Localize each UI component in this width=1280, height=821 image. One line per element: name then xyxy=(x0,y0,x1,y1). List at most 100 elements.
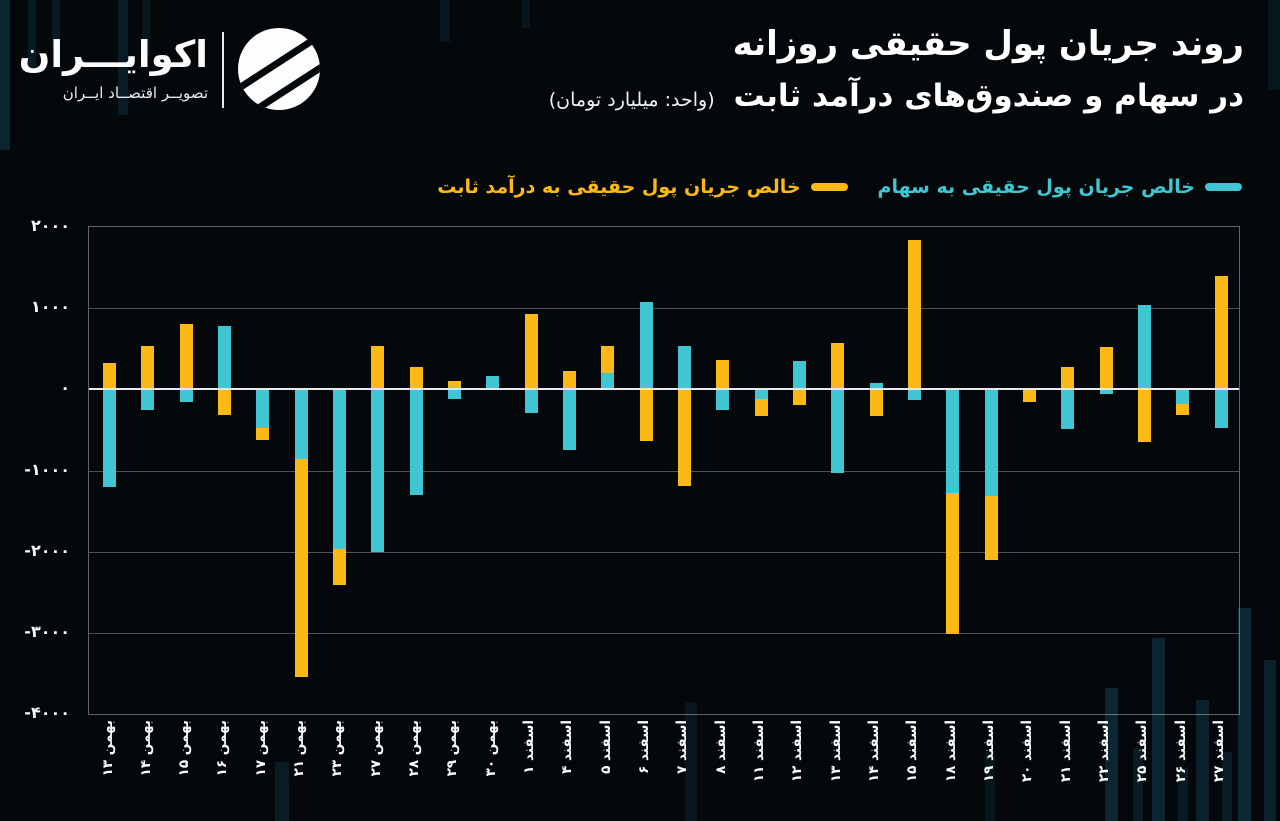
background-bar xyxy=(985,752,995,821)
chart-unit-label: (واحد: میلیارد تومان) xyxy=(548,89,715,111)
bar-stocks xyxy=(371,389,385,552)
x-axis-label: اسفند ۱۴ xyxy=(866,720,883,783)
background-bar xyxy=(142,0,150,56)
bar-fixed-income xyxy=(1214,275,1228,390)
y-axis-label: -۱۰۰۰ xyxy=(24,459,70,479)
plot-area xyxy=(88,226,1240,715)
bar-stocks xyxy=(792,360,806,390)
y-axis-label: -۲۰۰۰ xyxy=(24,540,70,560)
bar-fixed-income xyxy=(907,239,921,390)
background-bar xyxy=(0,0,10,150)
background-bar xyxy=(52,0,60,46)
x-axis-label: اسفند ۱۹ xyxy=(981,720,998,783)
gridline xyxy=(89,308,1239,310)
bar-stocks xyxy=(217,326,231,390)
chart-legend: خالص جریان پول حقیقی به سهام خالص جریان … xyxy=(142,176,1242,198)
x-axis-label: بهمن ۱۷ xyxy=(252,720,269,777)
bar-stocks xyxy=(486,376,500,390)
x-axis-label: اسفند ۲۷ xyxy=(1211,720,1227,783)
x-axis-label: بهمن ۱۵ xyxy=(176,720,193,777)
bar-stocks xyxy=(256,389,270,429)
background-bar xyxy=(275,762,289,821)
background-bar xyxy=(1238,608,1251,821)
bar-stocks xyxy=(907,389,921,400)
y-axis-label: ۲۰۰۰ xyxy=(30,216,70,235)
bar-fixed-income xyxy=(409,366,423,390)
bar-stocks xyxy=(1061,389,1075,430)
background-bar xyxy=(1178,768,1188,821)
background-bar xyxy=(1133,748,1143,821)
background-bar xyxy=(1105,688,1118,821)
bar-fixed-income xyxy=(217,389,231,416)
bar-stocks xyxy=(141,389,155,410)
x-axis-label: اسفند ۱۳ xyxy=(827,720,844,783)
bar-stocks xyxy=(831,389,845,473)
bar-stocks xyxy=(447,389,461,400)
x-axis-label: بهمن ۲۳ xyxy=(329,720,346,777)
x-axis-label: اسفند ۲۵ xyxy=(1134,720,1151,783)
x-axis-label: اسفند ۷ xyxy=(674,720,691,774)
logo-name: اکوایـــران xyxy=(18,33,208,76)
background-bar xyxy=(522,0,530,28)
y-axis-label: -۳۰۰۰ xyxy=(24,621,70,641)
bar-fixed-income xyxy=(716,360,730,390)
x-axis-label: اسفند ۱۲ xyxy=(789,720,806,783)
y-axis-label: ۰ xyxy=(60,378,70,398)
bar-stocks xyxy=(294,389,308,460)
bar-fixed-income xyxy=(1137,389,1151,443)
legend-item-stocks: خالص جریان پول حقیقی به سهام xyxy=(878,176,1242,198)
logo-tagline: تصویــر اقتصــاد ایــران xyxy=(62,84,208,102)
bar-fixed-income xyxy=(1099,347,1113,390)
bar-stocks xyxy=(677,346,691,390)
background-bar xyxy=(28,0,36,72)
bar-stocks xyxy=(1099,389,1113,395)
bar-stocks xyxy=(103,389,116,487)
bar-fixed-income xyxy=(141,345,155,390)
legend-label-stocks: خالص جریان پول حقیقی به سهام xyxy=(877,176,1195,198)
bar-fixed-income xyxy=(524,313,538,390)
bar-fixed-income xyxy=(103,363,116,390)
y-axis: ۲۰۰۰ ۱۰۰۰ ۰ -۱۰۰۰ -۲۰۰۰ -۳۰۰۰ -۴۰۰۰ xyxy=(0,0,80,821)
ecoiran-logo-icon xyxy=(238,28,320,110)
bar-fixed-income xyxy=(869,389,883,417)
x-axis-label: اسفند ۲۱ xyxy=(1057,720,1074,783)
bar-stocks xyxy=(946,389,960,494)
bar-stocks xyxy=(1176,389,1190,404)
chart-titles: روند جریان پول حقیقی روزانه در سهام و صن… xyxy=(404,18,1244,126)
bar-stocks xyxy=(524,389,538,413)
background-bar xyxy=(1222,752,1232,821)
x-axis-label: اسفند ۲۰ xyxy=(1019,720,1036,783)
bar-fixed-income xyxy=(562,371,576,390)
bar-stocks xyxy=(332,389,346,550)
bar-fixed-income xyxy=(639,389,653,442)
gridline xyxy=(89,632,1239,634)
bar-stocks xyxy=(601,373,615,390)
x-axis-label: بهمن ۳۰ xyxy=(482,720,499,777)
x-axis-label: اسفند ۲۶ xyxy=(1172,720,1189,783)
chart-title-line2: در سهام و صندوق‌های درآمد ثابت (واحد: می… xyxy=(548,78,1244,114)
x-axis-label: اسفند ۲۲ xyxy=(1096,720,1113,783)
ecoiran-logo: اکوایـــران تصویــر اقتصــاد ایــران xyxy=(18,26,320,116)
bar-fixed-income xyxy=(371,346,385,390)
bar-fixed-income xyxy=(1061,367,1075,390)
legend-dash-yellow-icon xyxy=(810,183,848,191)
bar-stocks xyxy=(984,389,998,497)
bar-fixed-income xyxy=(179,323,193,390)
bar-fixed-income xyxy=(792,389,806,405)
bar-stocks xyxy=(1214,389,1228,429)
x-axis-label: اسفند ۱ xyxy=(521,720,538,774)
background-bar xyxy=(440,0,450,42)
x-axis-label: اسفند ۱۵ xyxy=(904,720,921,783)
bar-fixed-income xyxy=(677,389,691,486)
x-axis-label: اسفند ۵ xyxy=(597,720,614,774)
legend-item-fixed-income: خالص جریان پول حقیقی به درآمد ثابت xyxy=(437,176,848,198)
bar-fixed-income xyxy=(294,389,308,678)
background-bar xyxy=(1264,660,1276,821)
background-bar xyxy=(1152,638,1165,821)
x-axis-label: بهمن ۱۳ xyxy=(99,720,116,777)
x-axis-label: بهمن ۱۶ xyxy=(214,720,231,777)
bar-fixed-income xyxy=(1022,389,1036,403)
legend-dash-cyan-icon xyxy=(1205,183,1242,191)
x-axis-label: اسفند ۱۸ xyxy=(942,720,959,783)
